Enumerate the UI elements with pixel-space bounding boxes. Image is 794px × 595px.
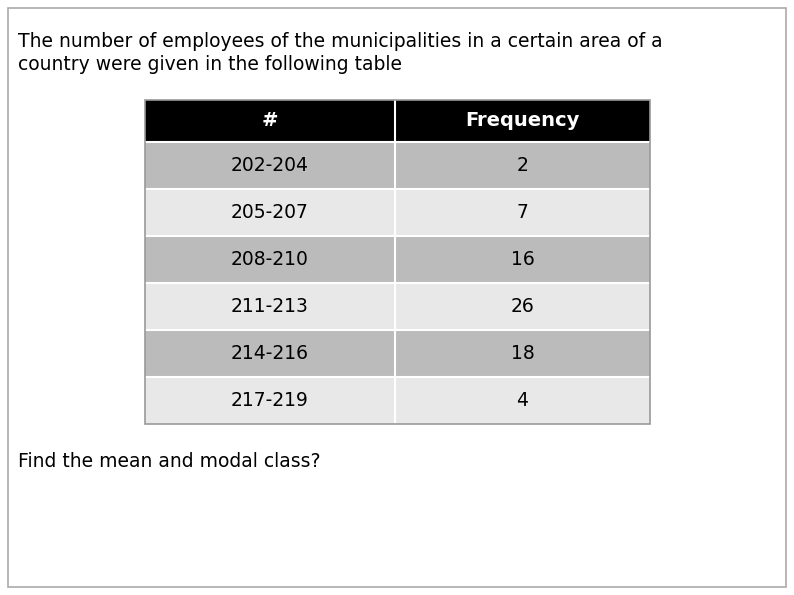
Bar bbox=[395, 236, 650, 283]
Text: 205-207: 205-207 bbox=[231, 203, 309, 222]
Text: 208-210: 208-210 bbox=[231, 250, 309, 269]
Text: Find the mean and modal class?: Find the mean and modal class? bbox=[18, 452, 321, 471]
Bar bbox=[145, 330, 395, 377]
Bar bbox=[145, 100, 395, 142]
Text: #: # bbox=[262, 111, 278, 130]
Bar bbox=[145, 100, 650, 424]
Text: 214-216: 214-216 bbox=[231, 344, 309, 363]
Text: 211-213: 211-213 bbox=[231, 297, 309, 316]
Text: 4: 4 bbox=[517, 391, 529, 410]
Bar bbox=[395, 189, 650, 236]
Bar bbox=[395, 100, 650, 142]
Text: 217-219: 217-219 bbox=[231, 391, 309, 410]
Bar bbox=[395, 330, 650, 377]
Text: country were given in the following table: country were given in the following tabl… bbox=[18, 55, 402, 74]
Text: 2: 2 bbox=[517, 156, 529, 175]
Bar bbox=[145, 189, 395, 236]
Bar bbox=[145, 283, 395, 330]
Text: The number of employees of the municipalities in a certain area of a: The number of employees of the municipal… bbox=[18, 32, 663, 51]
Bar bbox=[145, 377, 395, 424]
Text: 18: 18 bbox=[511, 344, 534, 363]
Bar bbox=[145, 142, 395, 189]
Bar bbox=[395, 142, 650, 189]
Text: 202-204: 202-204 bbox=[231, 156, 309, 175]
Text: 26: 26 bbox=[511, 297, 534, 316]
Bar bbox=[395, 377, 650, 424]
Bar bbox=[145, 236, 395, 283]
Text: Frequency: Frequency bbox=[465, 111, 580, 130]
Bar bbox=[395, 283, 650, 330]
Text: 16: 16 bbox=[511, 250, 534, 269]
Text: 7: 7 bbox=[517, 203, 529, 222]
